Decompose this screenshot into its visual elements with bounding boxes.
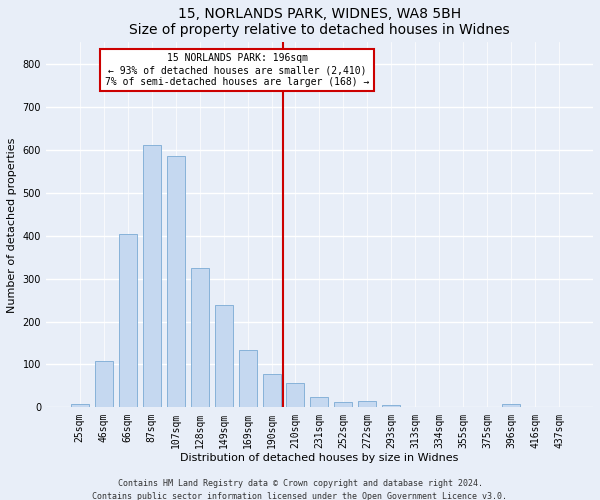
Bar (239, 350, 257, 408)
Bar (382, 405, 400, 407)
Bar (358, 401, 376, 407)
Bar (167, 156, 185, 407)
Bar (263, 374, 281, 408)
Text: Contains HM Land Registry data © Crown copyright and database right 2024.
Contai: Contains HM Land Registry data © Crown c… (92, 480, 508, 500)
Bar (191, 268, 209, 407)
Bar (119, 234, 137, 408)
Bar (95, 362, 113, 408)
Bar (71, 404, 89, 407)
X-axis label: Distribution of detached houses by size in Widnes: Distribution of detached houses by size … (180, 453, 458, 463)
Bar (310, 396, 328, 407)
Bar (334, 402, 352, 407)
Bar (502, 404, 520, 407)
Bar (215, 305, 233, 408)
Bar (286, 384, 304, 407)
Text: 15 NORLANDS PARK: 196sqm
← 93% of detached houses are smaller (2,410)
7% of semi: 15 NORLANDS PARK: 196sqm ← 93% of detach… (105, 54, 370, 86)
Bar (143, 144, 161, 408)
Title: 15, NORLANDS PARK, WIDNES, WA8 5BH
Size of property relative to detached houses : 15, NORLANDS PARK, WIDNES, WA8 5BH Size … (129, 7, 510, 37)
Y-axis label: Number of detached properties: Number of detached properties (7, 137, 17, 312)
